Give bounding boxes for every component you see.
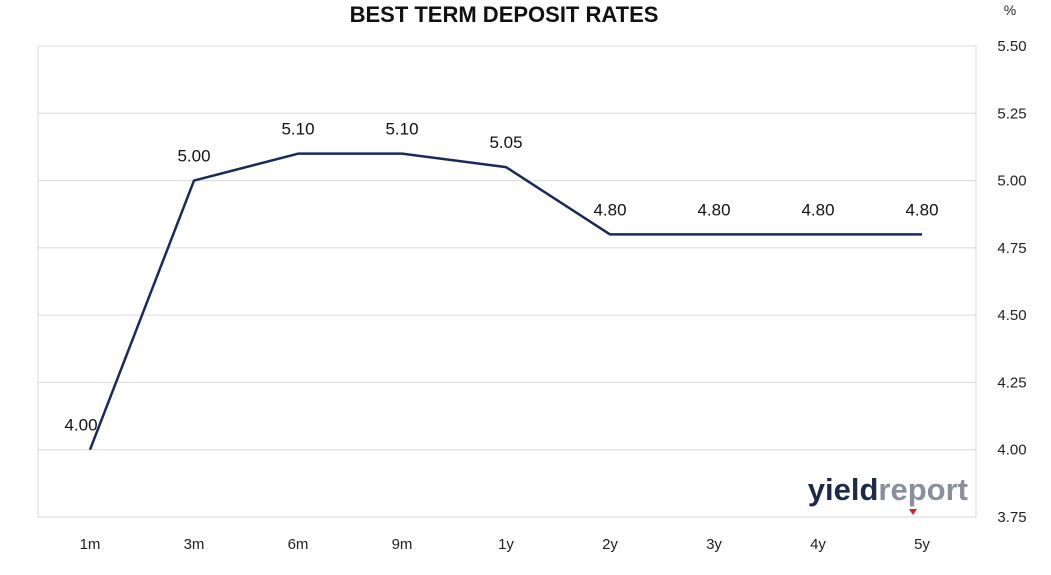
logo-accent-mark [909,509,917,515]
chart-title: BEST TERM DEPOSIT RATES [350,2,659,27]
y-tick-label: 5.00 [997,173,1026,190]
logo-text-yield: yield [808,472,879,507]
x-tick-label: 1m [80,536,101,553]
data-label: 4.80 [905,200,938,219]
logo-text-report: report [878,472,968,507]
y-tick-label: 4.00 [997,442,1026,459]
data-label: 5.10 [385,120,418,139]
y-tick-label: 5.50 [997,38,1026,55]
x-tick-label: 5y [914,536,930,553]
data-label: 4.00 [64,416,97,435]
data-label: 5.00 [177,147,210,166]
y-tick-label: 3.75 [997,509,1026,526]
y-axis-unit-label: % [1004,2,1016,18]
svg-text:yieldreport: yieldreport [808,472,968,507]
x-tick-label: 1y [498,536,514,553]
x-tick-label: 9m [392,536,413,553]
y-tick-label: 5.25 [997,105,1026,122]
data-label: 4.80 [697,200,730,219]
x-tick-label: 6m [288,536,309,553]
data-label: 4.80 [593,200,626,219]
data-labels: 4.00 5.00 5.10 5.10 5.05 4.80 4.80 4.80 4.80 [64,120,938,435]
x-tick-label: 3m [184,536,205,553]
x-tick-label: 3y [706,536,722,553]
data-label: 5.10 [281,120,314,139]
data-label: 4.80 [801,200,834,219]
y-tick-labels: 3.75 4.00 4.25 4.50 4.75 5.00 5.25 5.50 [997,38,1026,526]
data-label: 5.05 [489,133,522,152]
x-tick-labels: 1m 3m 6m 9m 1y 2y 3y 4y 5y [80,536,931,553]
y-tick-label: 4.50 [997,307,1026,324]
y-tick-label: 4.25 [997,374,1026,391]
plot-area: 3.75 4.00 4.25 4.50 4.75 5.00 5.25 5.50 1m 3m 6m 9… [37,38,1027,553]
yieldreport-logo: yieldreport [808,472,968,515]
plot-frame [37,45,977,518]
y-tick-label: 4.75 [997,240,1026,257]
x-tick-label: 2y [602,536,618,553]
x-tick-label: 4y [810,536,826,553]
series-line [88,152,922,451]
